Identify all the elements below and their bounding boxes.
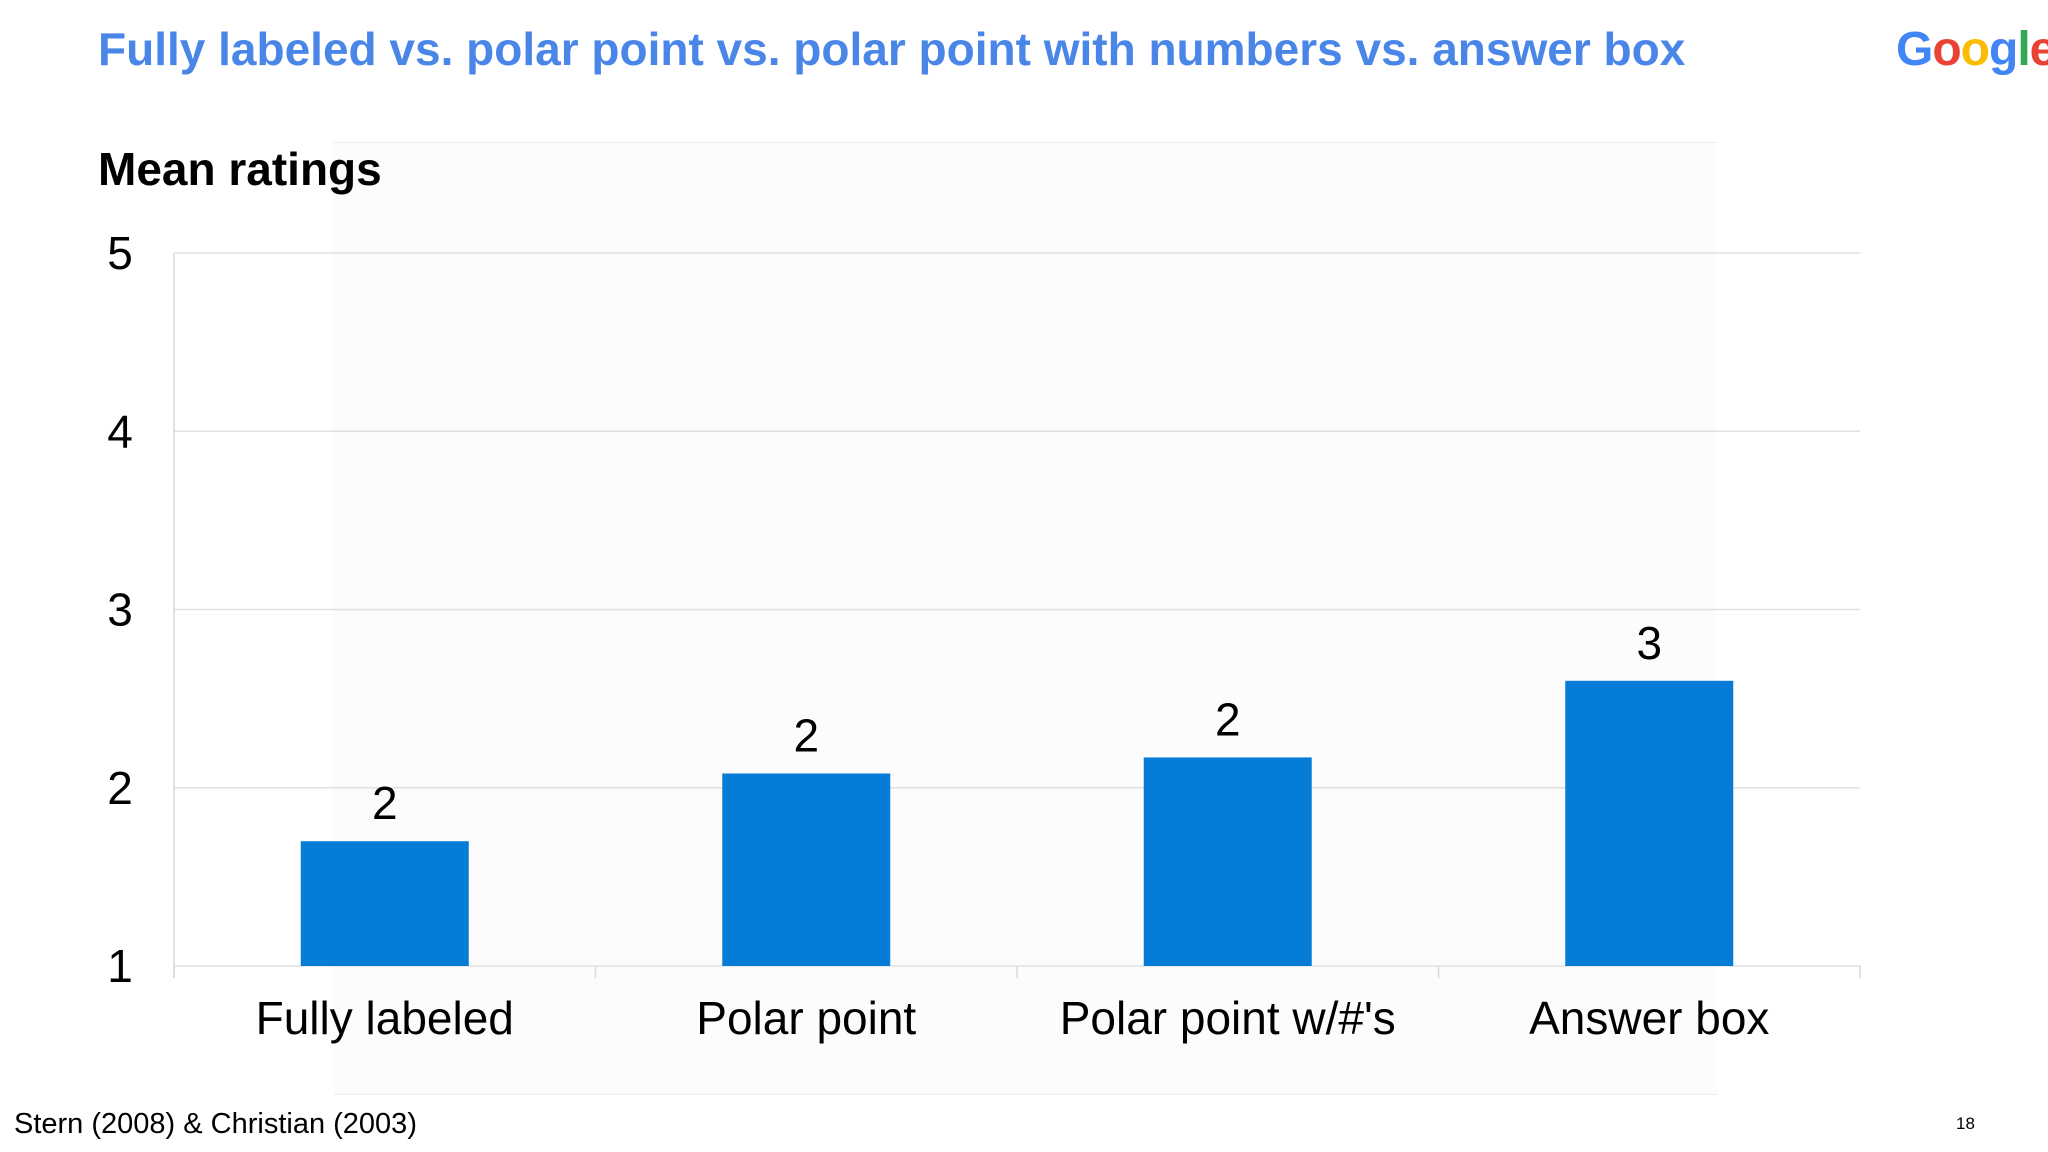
page-number: 18 (1956, 1114, 1975, 1133)
source-footnote: Stern (2008) & Christian (2003) (14, 1108, 417, 1140)
category-label: Answer box (1529, 992, 1769, 1044)
category-label: Fully labeled (256, 992, 514, 1044)
bar (300, 841, 469, 966)
slide-title: Fully labeled vs. polar point vs. polar … (98, 23, 1686, 75)
data-label: 2 (1215, 693, 1241, 745)
bar (1565, 680, 1734, 966)
panel-top-divider (333, 142, 1717, 143)
panel-bottom-divider (333, 1094, 1717, 1095)
logo-letter: l (2017, 23, 2030, 76)
logo-letter: o (1960, 23, 1990, 76)
logo-letter: g (1989, 23, 2018, 76)
data-label: 3 (1636, 617, 1662, 669)
chart-title: Mean ratings (98, 143, 382, 195)
y-tick-label: 1 (107, 940, 133, 992)
category-label: Polar point (696, 992, 916, 1044)
chart-panel (333, 142, 1717, 1094)
bar (722, 773, 891, 966)
category-label: Polar point w/#'s (1060, 992, 1396, 1044)
bar (1143, 757, 1312, 966)
y-tick-label: 5 (107, 227, 133, 279)
y-tick-label: 2 (107, 762, 133, 814)
y-tick-label: 4 (107, 405, 133, 457)
logo-letter: e (2029, 23, 2048, 76)
y-tick-label: 3 (107, 584, 133, 636)
data-label: 2 (793, 709, 819, 761)
logo-letter: G (1896, 23, 1933, 76)
logo-letter: o (1932, 23, 1961, 76)
data-label: 2 (372, 777, 398, 829)
google-logo: Google (1896, 22, 2048, 77)
